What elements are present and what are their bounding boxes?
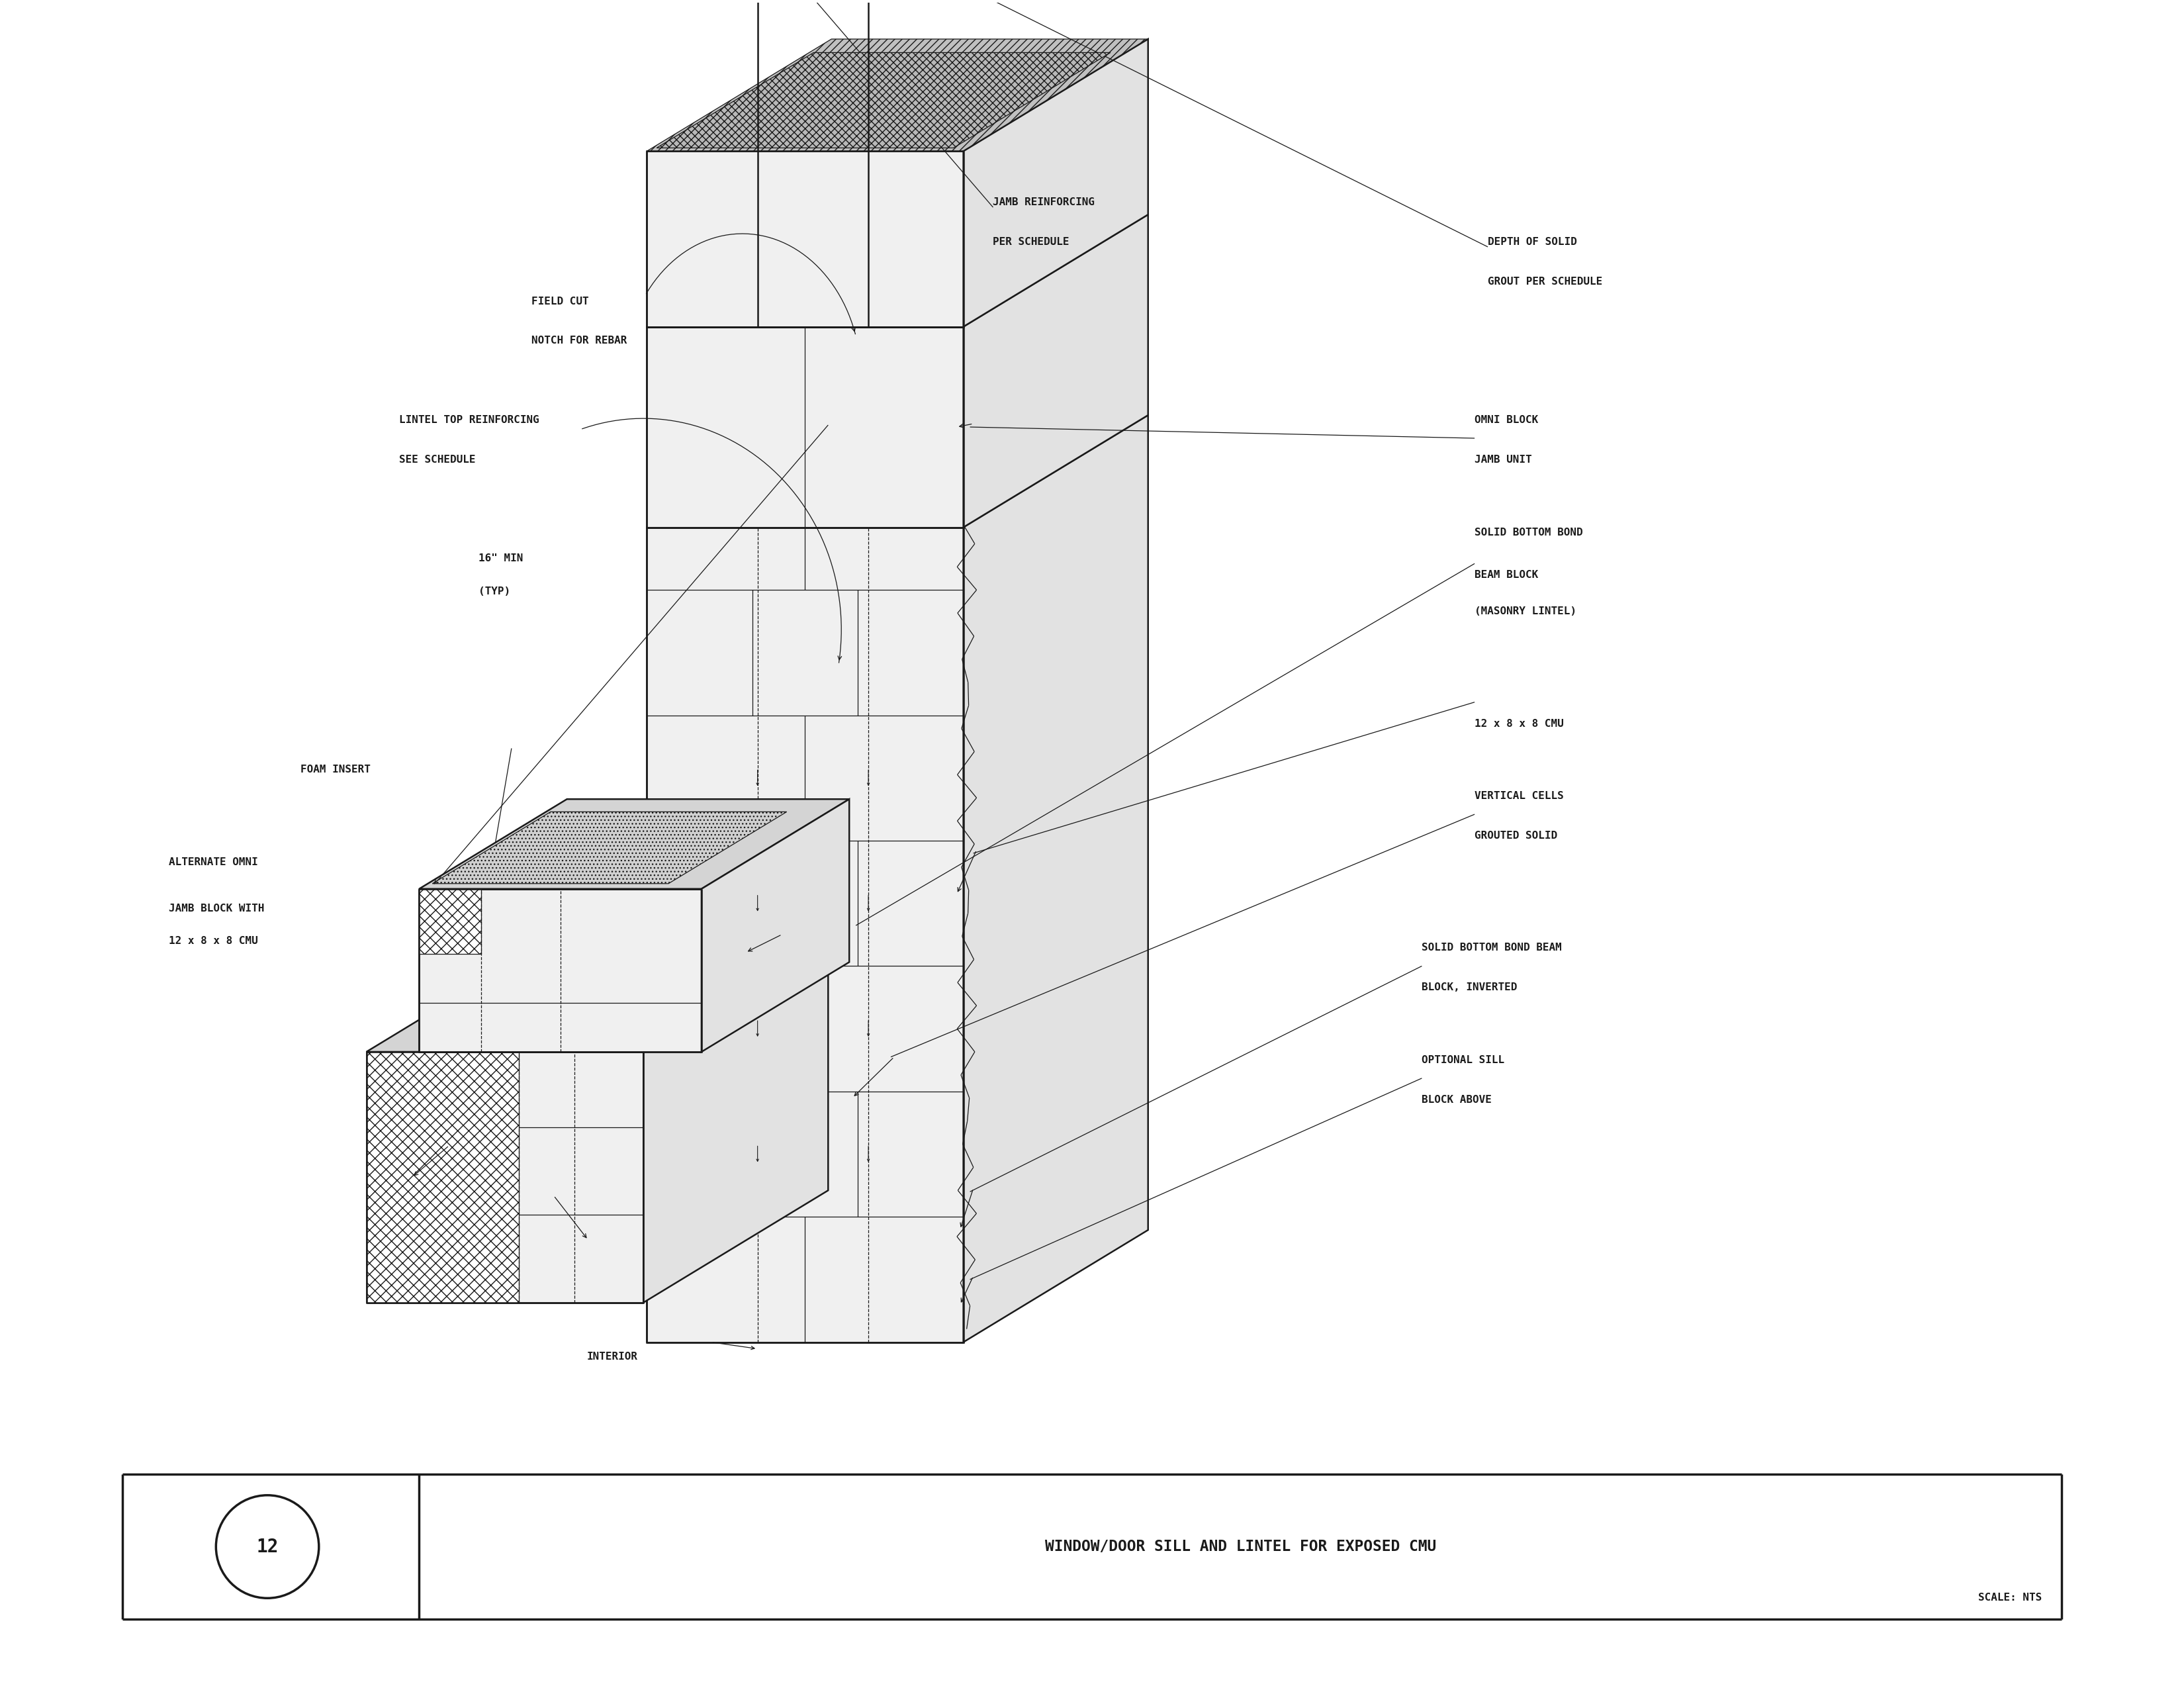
Text: SOLID BOTTOM BOND: SOLID BOTTOM BOND [1474, 527, 1583, 537]
Polygon shape [367, 1052, 644, 1303]
Text: SOLID BOTTOM BOND BEAM: SOLID BOTTOM BOND BEAM [1422, 944, 1562, 952]
Text: 12: 12 [256, 1538, 280, 1556]
Text: 16" MIN: 16" MIN [478, 554, 524, 564]
Polygon shape [646, 39, 1149, 152]
Text: ALTERNATE OMNI: ALTERNATE OMNI [168, 858, 258, 868]
Polygon shape [644, 940, 828, 1303]
Polygon shape [432, 812, 786, 883]
Text: SCALE: NTS: SCALE: NTS [1979, 1593, 2042, 1604]
Text: NOTCH FOR REBAR: NOTCH FOR REBAR [531, 336, 627, 346]
Polygon shape [367, 940, 828, 1052]
Polygon shape [367, 1052, 520, 1303]
Polygon shape [419, 890, 701, 1052]
Text: BLOCK, INVERTED: BLOCK, INVERTED [1422, 982, 1518, 993]
Polygon shape [963, 415, 1149, 1342]
Text: FOAM INSERT: FOAM INSERT [301, 765, 371, 775]
Text: JAMB REINFORCING: JAMB REINFORCING [994, 197, 1094, 208]
Polygon shape [646, 327, 963, 527]
Text: BLOCK ABOVE: BLOCK ABOVE [1422, 1096, 1492, 1104]
Polygon shape [701, 798, 850, 1052]
Text: OPTIONAL SILL: OPTIONAL SILL [1422, 1055, 1505, 1065]
Text: DEPTH OF SOLID: DEPTH OF SOLID [1487, 236, 1577, 246]
Text: OMNI BLOCK: OMNI BLOCK [1474, 415, 1538, 425]
Text: WINDOW/DOOR SILL AND LINTEL FOR EXPOSED CMU: WINDOW/DOOR SILL AND LINTEL FOR EXPOSED … [1044, 1539, 1437, 1555]
Text: INTERIOR: INTERIOR [587, 1352, 638, 1362]
Text: 12 x 8 x 8 CMU: 12 x 8 x 8 CMU [1474, 719, 1564, 729]
Polygon shape [657, 52, 1109, 149]
Text: (MASONRY LINTEL): (MASONRY LINTEL) [1474, 606, 1577, 616]
Text: BEAM BLOCK: BEAM BLOCK [1474, 571, 1538, 581]
Polygon shape [419, 798, 850, 890]
Text: 12 x 8 x 8 CMU: 12 x 8 x 8 CMU [168, 937, 258, 947]
Text: PER SCHEDULE: PER SCHEDULE [994, 236, 1070, 246]
Text: FIELD CUT: FIELD CUT [531, 297, 590, 306]
Polygon shape [646, 415, 1149, 527]
Polygon shape [646, 527, 963, 1342]
Polygon shape [963, 214, 1149, 527]
Text: VERTICAL CELLS: VERTICAL CELLS [1474, 792, 1564, 802]
Text: JAMB BLOCK WITH: JAMB BLOCK WITH [168, 903, 264, 913]
Text: (TYP): (TYP) [478, 587, 511, 596]
Text: GROUTED SOLID: GROUTED SOLID [1474, 830, 1557, 841]
Polygon shape [646, 214, 1149, 327]
Text: GROUT PER SCHEDULE: GROUT PER SCHEDULE [1487, 277, 1603, 287]
Polygon shape [646, 152, 963, 327]
Polygon shape [963, 39, 1149, 327]
Text: JAMB UNIT: JAMB UNIT [1474, 454, 1531, 464]
Text: SEE SCHEDULE: SEE SCHEDULE [400, 454, 476, 464]
Polygon shape [419, 890, 480, 954]
Text: LINTEL TOP REINFORCING: LINTEL TOP REINFORCING [400, 415, 539, 425]
